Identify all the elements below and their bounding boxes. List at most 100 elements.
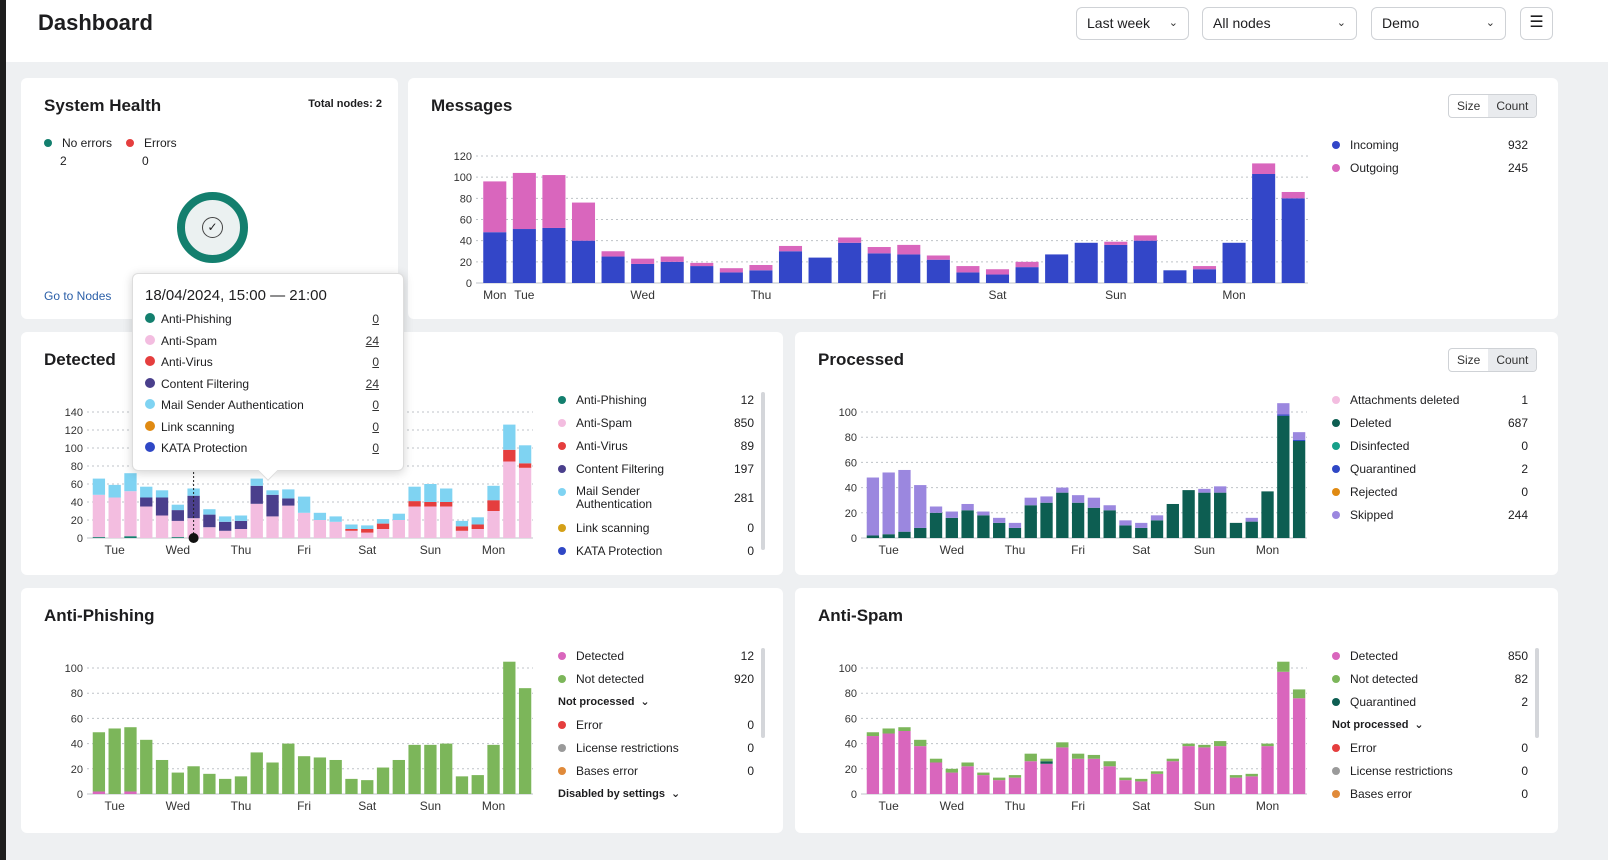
bar-segment[interactable] — [898, 531, 911, 538]
bar-segment[interactable] — [512, 229, 536, 283]
bar-segment[interactable] — [483, 181, 507, 233]
bar-segment[interactable] — [914, 739, 927, 747]
bar-segment[interactable] — [219, 778, 232, 794]
menu-button[interactable]: ☰ — [1520, 7, 1553, 40]
bar-segment[interactable] — [1198, 492, 1211, 538]
legend-item[interactable]: Link scanning 0 — [558, 521, 754, 535]
bar-segment[interactable] — [108, 728, 121, 794]
bar-segment[interactable] — [866, 535, 880, 538]
bar-segment[interactable] — [1071, 753, 1085, 759]
bar-segment[interactable] — [376, 523, 390, 529]
legend-item[interactable]: License restrictions 0 — [558, 741, 754, 755]
anti-phishing-legend-scrollbar[interactable] — [761, 648, 765, 738]
bar-segment[interactable] — [985, 269, 1010, 275]
bar-segment[interactable] — [313, 757, 327, 794]
bar-segment[interactable] — [1150, 515, 1164, 521]
bar-segment[interactable] — [1056, 742, 1069, 748]
bar-segment[interactable] — [1119, 777, 1132, 781]
bar-segment[interactable] — [897, 244, 921, 255]
legend-item[interactable]: Error 0 — [1332, 741, 1528, 755]
bar-segment[interactable] — [408, 506, 421, 539]
bar-segment[interactable] — [926, 255, 950, 260]
bar-segment[interactable] — [993, 517, 1006, 523]
bar-segment[interactable] — [361, 529, 374, 533]
legend-item[interactable]: Quarantined 2 — [1332, 462, 1528, 476]
bar-segment[interactable] — [487, 485, 500, 501]
tooltip-row-value[interactable]: 24 — [365, 333, 379, 348]
bar-segment[interactable] — [571, 202, 596, 241]
bar-segment[interactable] — [690, 266, 714, 283]
bar-segment[interactable] — [866, 732, 880, 737]
disabled-by-settings-toggle[interactable]: Disabled by settings ⌄ — [558, 787, 680, 800]
bar-segment[interactable] — [631, 258, 655, 264]
bar-segment[interactable] — [455, 526, 469, 531]
bar-segment[interactable] — [1008, 777, 1022, 794]
bar-segment[interactable] — [1261, 491, 1274, 538]
bar-segment[interactable] — [1056, 492, 1069, 538]
bar-segment[interactable] — [866, 736, 880, 794]
bar-segment[interactable] — [749, 270, 773, 283]
bar-segment[interactable] — [1133, 235, 1157, 241]
bar-segment[interactable] — [361, 532, 374, 538]
bar-segment[interactable] — [92, 732, 106, 792]
anti-spam-legend-scrollbar[interactable] — [1535, 648, 1539, 738]
bar-segment[interactable] — [1229, 775, 1243, 778]
bar-segment[interactable] — [660, 256, 684, 262]
bar-segment[interactable] — [882, 733, 895, 794]
bar-segment[interactable] — [376, 529, 390, 538]
bar-segment[interactable] — [392, 520, 405, 538]
bar-segment[interactable] — [140, 506, 153, 539]
bar-segment[interactable] — [1261, 743, 1274, 747]
bar-segment[interactable] — [866, 477, 880, 536]
bar-segment[interactable] — [929, 506, 943, 513]
bar-segment[interactable] — [187, 766, 200, 794]
bar-segment[interactable] — [1150, 520, 1164, 538]
bar-segment[interactable] — [297, 512, 311, 538]
bar-segment[interactable] — [1015, 267, 1039, 283]
bar-segment[interactable] — [1281, 191, 1305, 199]
bar-segment[interactable] — [1252, 163, 1276, 174]
bar-segment[interactable] — [140, 739, 153, 794]
bar-segment[interactable] — [345, 530, 358, 538]
bar-segment[interactable] — [124, 536, 137, 538]
size-toggle[interactable]: Size — [1457, 99, 1481, 113]
bar-segment[interactable] — [376, 519, 390, 524]
bar-segment[interactable] — [1277, 415, 1290, 538]
bar-segment[interactable] — [1087, 507, 1101, 538]
bar-segment[interactable] — [1163, 270, 1187, 283]
not-processed-toggle[interactable]: Not processed ⌄ — [1332, 718, 1424, 731]
bar-segment[interactable] — [282, 489, 295, 499]
legend-item[interactable]: KATA Protection 0 — [558, 544, 754, 558]
bar-segment[interactable] — [631, 263, 655, 283]
bar-segment[interactable] — [171, 772, 184, 794]
bar-segment[interactable] — [1008, 522, 1022, 528]
bar-segment[interactable] — [203, 514, 216, 528]
bar-segment[interactable] — [1024, 505, 1037, 538]
bar-segment[interactable] — [392, 513, 405, 520]
bar-segment[interactable] — [1182, 746, 1195, 794]
bar-segment[interactable] — [1133, 240, 1157, 283]
bar-segment[interactable] — [977, 772, 990, 776]
bar-segment[interactable] — [440, 506, 453, 539]
bar-segment[interactable] — [945, 768, 958, 773]
bar-segment[interactable] — [956, 266, 980, 273]
bar-segment[interactable] — [503, 461, 516, 539]
bar-segment[interactable] — [1040, 763, 1053, 794]
bar-segment[interactable] — [297, 756, 311, 794]
bar-segment[interactable] — [424, 506, 437, 539]
bar-segment[interactable] — [92, 478, 106, 495]
bar-segment[interactable] — [542, 175, 566, 228]
bar-segment[interactable] — [898, 727, 911, 731]
bar-segment[interactable] — [1103, 505, 1116, 511]
bar-segment[interactable] — [155, 759, 169, 794]
bar-segment[interactable] — [1214, 492, 1227, 538]
bar-segment[interactable] — [898, 731, 911, 794]
bar-segment[interactable] — [1040, 758, 1053, 762]
bar-segment[interactable] — [897, 254, 921, 283]
bar-segment[interactable] — [250, 485, 263, 504]
bar-segment[interactable] — [1245, 517, 1258, 522]
bar-segment[interactable] — [1166, 758, 1179, 762]
bar-segment[interactable] — [266, 762, 279, 795]
bar-segment[interactable] — [1277, 403, 1290, 415]
bar-segment[interactable] — [882, 534, 895, 538]
